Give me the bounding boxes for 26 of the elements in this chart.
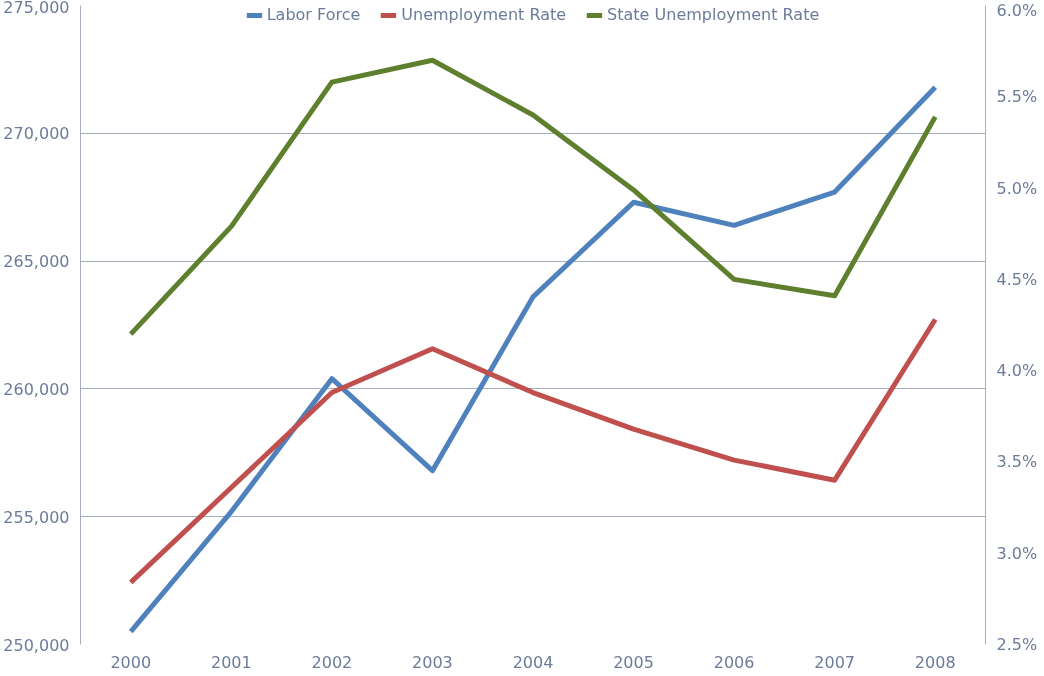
y2-tick-label: 2.5% xyxy=(996,635,1038,654)
legend-label: State Unemployment Rate xyxy=(607,5,820,24)
y2-tick-label: 5.5% xyxy=(996,87,1038,107)
x-tick-label: 2006 xyxy=(713,652,755,672)
x-tick-label: 2000 xyxy=(110,652,152,672)
y2-tick-label: 3.0% xyxy=(996,543,1038,563)
legend-label: Unemployment Rate xyxy=(401,5,567,24)
y-tick-label: 270,000 xyxy=(3,124,70,144)
y2-tick-label: 4.5% xyxy=(996,269,1038,289)
x-tick-label: 2008 xyxy=(914,652,956,672)
x-tick-label: 2007 xyxy=(814,652,856,672)
x-tick-label: 2003 xyxy=(412,652,453,672)
y-tick-label: 275,000 xyxy=(3,0,70,17)
x-tick-label: 2001 xyxy=(210,652,252,672)
y2-tick-label: 4.0% xyxy=(996,361,1038,381)
x-tick-label: 2002 xyxy=(311,652,353,672)
x-tick-label: 2005 xyxy=(613,652,654,672)
y-tick-label: 250,000 xyxy=(3,635,70,655)
y-tick-label: 260,000 xyxy=(3,379,70,399)
x-tick-label: 2004 xyxy=(512,652,554,672)
y-tick-label: 255,000 xyxy=(3,507,70,527)
y2-tick-label: 5.0% xyxy=(996,178,1038,198)
y-tick-label: 265,000 xyxy=(3,252,70,272)
legend-label: Labor Force xyxy=(266,5,361,24)
y2-tick-label: 3.5% xyxy=(996,452,1038,472)
y2-tick-label: 6.0% xyxy=(996,0,1038,20)
